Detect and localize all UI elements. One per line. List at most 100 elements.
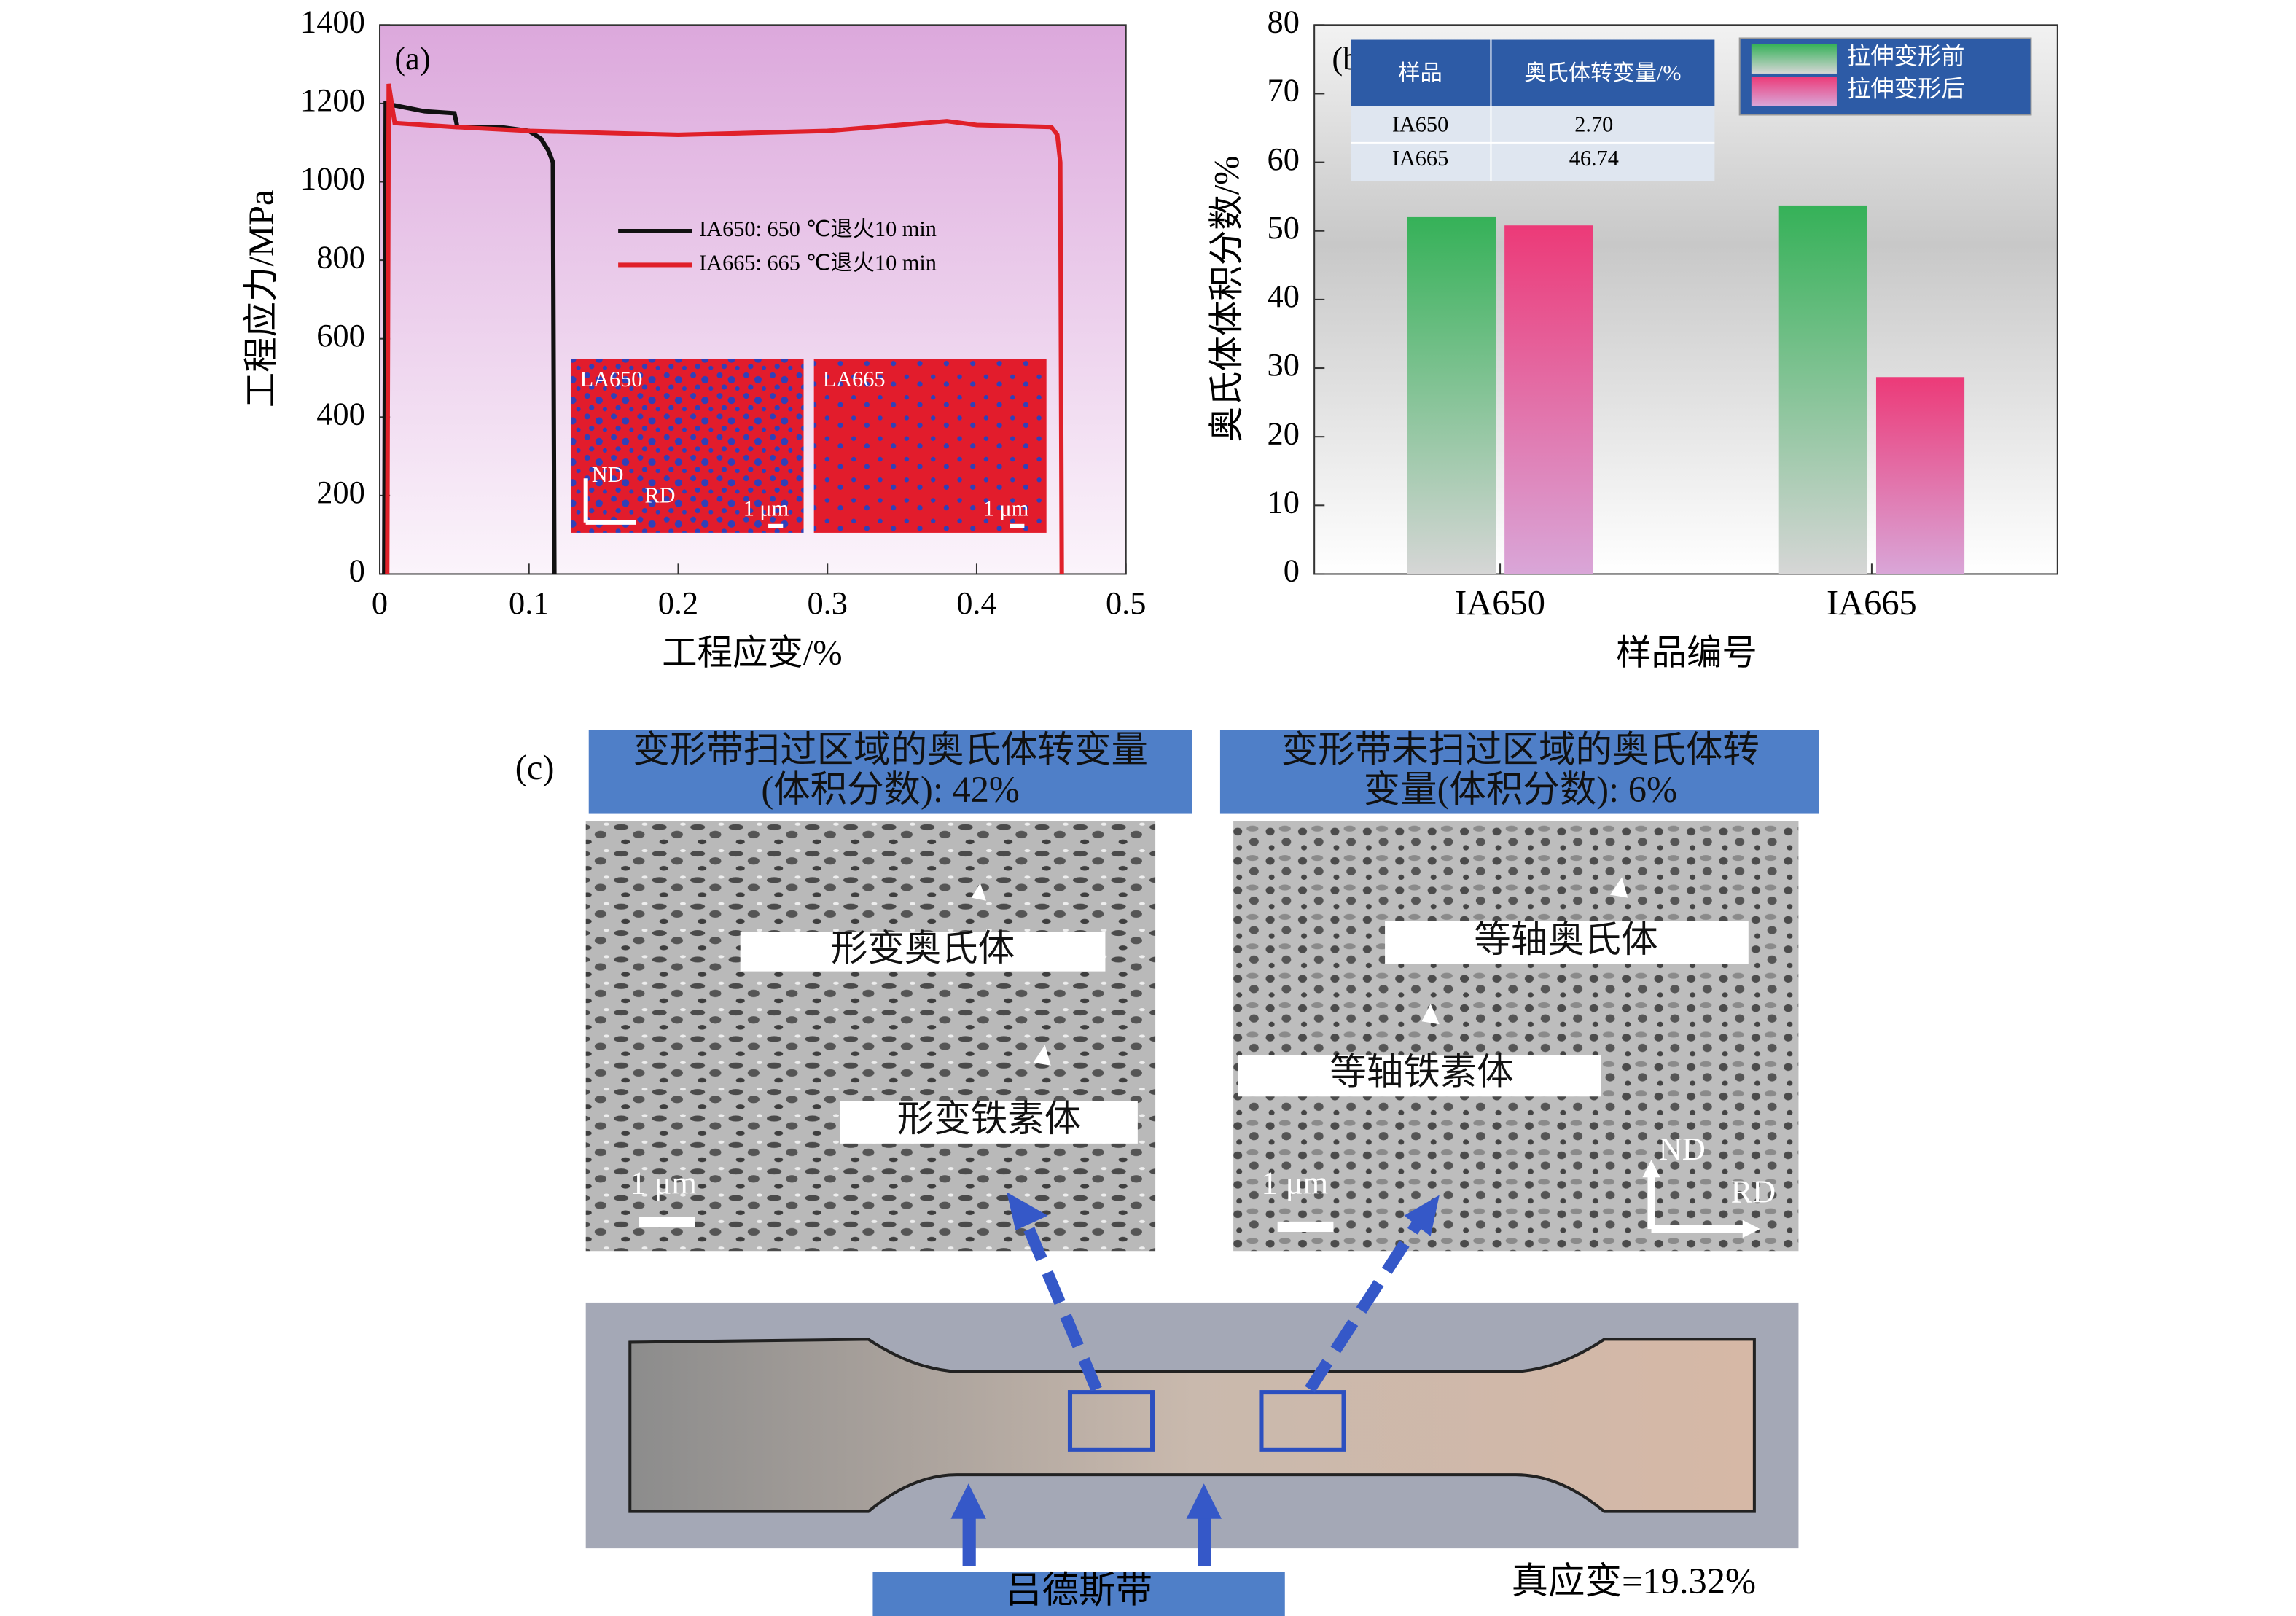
ebsd-image	[813, 359, 1047, 533]
caption-box	[588, 730, 1192, 814]
y-axis-label: 工程应力/MPa	[243, 190, 281, 408]
dashed-arrows	[1020, 1218, 1424, 1393]
x-axis-label: 样品编号	[1616, 634, 1757, 673]
bar	[1407, 216, 1496, 574]
scale-bar	[768, 523, 784, 528]
table-cell: 样品	[1398, 60, 1442, 85]
phase-label: 形变铁素体	[897, 1098, 1081, 1139]
strain-label: 真应变=19.32%	[1512, 1561, 1756, 1601]
inset-labels: LA650 LA665 ND RD 1 μm 1 μm	[580, 367, 1029, 521]
band-arrow	[950, 1483, 986, 1519]
x-tick-label: IA650	[1455, 584, 1545, 622]
table-cell: IA650	[1392, 112, 1448, 137]
table: 样品 奥氏体转变量/% IA650 2.70 IA665 46.74	[1351, 39, 1715, 181]
caption: 变形带扫过区域的奥氏体转变量	[633, 729, 1148, 770]
table-cell: IA665	[1392, 146, 1448, 171]
y-axis-label: 奥氏体体积分数/%	[1208, 155, 1246, 442]
caption: 变形带未扫过区域的奥氏体转	[1281, 729, 1760, 770]
dashed-arrow	[1305, 1218, 1424, 1393]
label-box	[740, 932, 1106, 972]
table-cell: 2.70	[1574, 112, 1613, 137]
x-tick-label: 0.4	[956, 585, 997, 621]
legend-swatch	[1751, 44, 1837, 74]
bar	[1778, 205, 1867, 574]
scale-label: 1 μm	[1261, 1165, 1328, 1201]
legend-label: 拉伸变形前	[1847, 43, 1965, 69]
axis-arrows	[583, 478, 636, 525]
data-line	[385, 83, 1064, 574]
y-tick-label: 400	[316, 395, 365, 432]
y-tick-label: 600	[316, 317, 365, 354]
y-tick-label: 40	[1268, 278, 1300, 314]
y-tick-label: 1400	[300, 4, 365, 40]
caption: (体积分数): 42%	[761, 769, 1020, 810]
label-box	[1238, 1055, 1601, 1097]
x-tick-label: 0.2	[658, 585, 699, 621]
caption: 变量(体积分数): 6%	[1364, 769, 1677, 810]
y-tick-label: 0	[349, 553, 365, 589]
caption-box	[1219, 730, 1819, 814]
band-label: 吕德斯带	[1005, 1569, 1152, 1610]
table-header	[1351, 39, 1715, 106]
sem-image	[1233, 821, 1799, 1252]
x-tick-label: 0.3	[807, 585, 848, 621]
legend-label: 拉伸变形后	[1847, 76, 1965, 102]
region-box	[1259, 1390, 1346, 1452]
bar	[1504, 225, 1593, 574]
x-tick-label: 0.1	[509, 585, 550, 621]
scale-bar	[1277, 1221, 1334, 1233]
y-tick-label: 70	[1268, 72, 1300, 109]
nd-label: ND	[592, 462, 624, 487]
phase-label: 等轴奥氏体	[1474, 919, 1657, 960]
y-tick-label: 80	[1268, 4, 1300, 40]
scale-label: 1 μm	[630, 1165, 697, 1201]
arrow-heads	[1642, 1160, 1760, 1238]
inset-label: LA665	[823, 367, 886, 391]
y-tick-label: 20	[1268, 415, 1300, 451]
y-tick-label: 10	[1268, 484, 1300, 520]
region-box	[1067, 1390, 1155, 1452]
scale-bar	[1010, 523, 1025, 528]
y-tick-label: 0	[1284, 553, 1300, 589]
y-tick-label: 800	[316, 238, 365, 275]
x-axis-label: 工程应变/%	[662, 634, 843, 673]
caption-box	[872, 1572, 1285, 1616]
y-tick-label: 30	[1268, 346, 1300, 383]
dashed-arrow	[1020, 1219, 1102, 1392]
label-box	[840, 1101, 1138, 1144]
table-cell: 奥氏体转变量/%	[1524, 60, 1681, 85]
band-arrows	[950, 1483, 1222, 1566]
sem-image	[585, 821, 1156, 1252]
axis-arrows	[1647, 1170, 1749, 1233]
ebsd-image	[571, 359, 804, 533]
y-tick-label: 1000	[300, 160, 365, 197]
scale-bar	[639, 1217, 695, 1227]
y-tick-label: 50	[1268, 209, 1300, 246]
y-tick-label: 60	[1268, 141, 1300, 177]
x-tick-label: 0.5	[1106, 585, 1147, 621]
x-tick-label: 0	[372, 585, 388, 621]
nd-label: ND	[1659, 1131, 1706, 1167]
phase-label: 等轴铁素体	[1329, 1052, 1513, 1093]
y-tick-label: 200	[316, 474, 365, 510]
rd-label: RD	[1731, 1174, 1776, 1210]
legend-label: IA650: 650 ℃退火10 min	[699, 216, 937, 241]
scale-label: 1 μm	[743, 496, 789, 521]
scale-label: 1 μm	[983, 496, 1029, 521]
specimen	[628, 1338, 1756, 1513]
band-arrow	[1198, 1515, 1211, 1566]
label-box	[1385, 921, 1749, 964]
rd-label: RD	[644, 483, 675, 507]
panel-label: (c)	[515, 749, 555, 787]
label-boxes	[639, 921, 1749, 1233]
legend-label: IA665: 665 ℃退火10 min	[699, 250, 937, 275]
inset-label: LA650	[580, 367, 643, 391]
bar	[1875, 377, 1965, 574]
legend-swatch	[1751, 76, 1837, 106]
phase-label: 形变奥氏体	[831, 928, 1015, 969]
band-arrow	[1186, 1483, 1222, 1519]
band-arrow	[962, 1515, 976, 1566]
y-tick-label: 1200	[300, 82, 365, 118]
table-cell: 46.74	[1569, 146, 1619, 171]
